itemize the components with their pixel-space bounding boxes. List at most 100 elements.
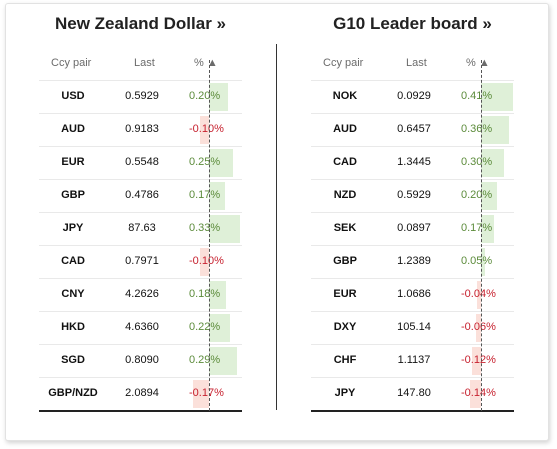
table-row[interactable]: HKD 4.6360 0.22%	[39, 311, 242, 344]
pct-change-cell: 0.41%	[461, 90, 493, 102]
zero-line	[481, 60, 482, 411]
table-row[interactable]: GBP/NZD 2.0894 -0.17%	[39, 377, 242, 410]
pct-change-cell: 0.20%	[189, 90, 221, 102]
header-pct-change[interactable]: % ▲	[466, 57, 490, 69]
table-row[interactable]: AUD 0.6457 0.36%	[311, 113, 514, 146]
last-price-cell: 2.0894	[125, 387, 159, 399]
zero-line	[209, 60, 210, 411]
negative-change-bar	[192, 380, 209, 408]
nzd-panel-title[interactable]: New Zealand Dollar »	[55, 14, 226, 33]
table-row[interactable]: SEK 0.0897 0.17%	[311, 212, 514, 245]
panel-divider	[276, 44, 277, 410]
table-row[interactable]: NOK 0.0929 0.41%	[311, 80, 514, 113]
ccy-pair-cell: DXY	[333, 321, 357, 333]
ccy-pair-cell: NOK	[332, 90, 358, 102]
negative-change-bar	[199, 248, 209, 276]
last-price-cell: 0.7971	[125, 255, 159, 267]
pct-change-cell: 0.17%	[189, 189, 221, 201]
table-row[interactable]: JPY 147.80 -0.14%	[311, 377, 514, 410]
pct-change-cell: 0.25%	[189, 156, 221, 168]
ccy-pair-cell: CAD	[333, 156, 357, 168]
table-row[interactable]: CNY 4.2626 0.18%	[39, 278, 242, 311]
table-bottom-border	[39, 410, 242, 412]
table-row[interactable]: GBP 1.2389 0.05%	[311, 245, 514, 278]
table-header: Ccy pair Last % ▲	[311, 55, 514, 75]
pct-change-cell: 0.29%	[189, 354, 221, 366]
last-price-cell: 4.6360	[125, 321, 159, 333]
pct-change-cell: 0.22%	[189, 321, 221, 333]
g10-rows: NOK 0.0929 0.41% AUD 0.6457 0.36% CAD 1.3445 0.3…	[311, 80, 514, 410]
ccy-pair-cell: EUR	[333, 288, 357, 300]
ccy-pair-cell: CHF	[333, 354, 357, 366]
table-row[interactable]: CAD 1.3445 0.30%	[311, 146, 514, 179]
last-price-cell: 1.3445	[397, 156, 431, 168]
ccy-pair-cell: GBP	[61, 189, 85, 201]
table-row[interactable]: SGD 0.8090 0.29%	[39, 344, 242, 377]
last-price-cell: 4.2626	[125, 288, 159, 300]
positive-change-bar	[481, 248, 485, 276]
last-price-cell: 0.0929	[397, 90, 431, 102]
pct-change-cell: -0.10%	[189, 255, 224, 267]
header-last[interactable]: Last	[406, 57, 427, 69]
table-row[interactable]: USD 0.5929 0.20%	[39, 80, 242, 113]
header-last[interactable]: Last	[134, 57, 155, 69]
header-pct-change[interactable]: % ▲	[194, 57, 218, 69]
last-price-cell: 0.6457	[397, 123, 431, 135]
ccy-pair-cell: GBP	[333, 255, 357, 267]
header-ccy-pair[interactable]: Ccy pair	[323, 57, 364, 69]
pct-change-cell: -0.14%	[461, 387, 496, 399]
pct-change-cell: 0.17%	[461, 222, 493, 234]
ccy-pair-cell: NZD	[333, 189, 357, 201]
pct-change-cell: -0.10%	[189, 123, 224, 135]
ccy-pair-cell: HKD	[61, 321, 85, 333]
ccy-pair-cell: GBP/NZD	[48, 387, 98, 399]
positive-change-bar	[209, 347, 237, 375]
table-row[interactable]: DXY 105.14 -0.06%	[311, 311, 514, 344]
ccy-pair-cell: SEK	[333, 222, 357, 234]
table-row[interactable]: CHF 1.1137 -0.12%	[311, 344, 514, 377]
positive-change-bar	[481, 116, 510, 144]
header-ccy-pair[interactable]: Ccy pair	[51, 57, 92, 69]
table-header: Ccy pair Last % ▲	[39, 55, 242, 75]
pct-change-cell: 0.20%	[461, 189, 493, 201]
positive-change-bar	[209, 215, 241, 243]
ccy-pair-cell: EUR	[61, 156, 85, 168]
pct-change-cell: -0.12%	[461, 354, 496, 366]
table-row[interactable]: GBP 0.4786 0.17%	[39, 179, 242, 212]
pct-change-cell: -0.04%	[461, 288, 496, 300]
last-price-cell: 0.0897	[397, 222, 431, 234]
table-row[interactable]: CAD 0.7971 -0.10%	[39, 245, 242, 278]
positive-change-bar	[481, 149, 505, 177]
negative-change-bar	[476, 314, 481, 342]
nzd-rows: USD 0.5929 0.20% AUD 0.9183 -0.10% EUR 0.5548 0.…	[39, 80, 242, 410]
last-price-cell: 0.5929	[125, 90, 159, 102]
last-price-cell: 1.0686	[397, 288, 431, 300]
last-price-cell: 0.9183	[125, 123, 159, 135]
positive-change-bar	[481, 182, 497, 210]
table-row[interactable]: AUD 0.9183 -0.10%	[39, 113, 242, 146]
positive-change-bar	[481, 215, 495, 243]
table-row[interactable]: NZD 0.5929 0.20%	[311, 179, 514, 212]
positive-change-bar	[209, 149, 233, 177]
table-bottom-border	[311, 410, 514, 412]
last-price-cell: 0.5548	[125, 156, 159, 168]
ccy-pair-cell: JPY	[62, 222, 84, 234]
table-row[interactable]: JPY 87.63 0.33%	[39, 212, 242, 245]
last-price-cell: 1.2389	[397, 255, 431, 267]
pct-change-cell: -0.06%	[461, 321, 496, 333]
table-row[interactable]: EUR 1.0686 -0.04%	[311, 278, 514, 311]
last-price-cell: 0.5929	[397, 189, 431, 201]
g10-panel-title[interactable]: G10 Leader board »	[333, 14, 492, 33]
ccy-pair-cell: USD	[61, 90, 85, 102]
pct-change-cell: 0.36%	[461, 123, 493, 135]
pct-change-cell: 0.33%	[189, 222, 221, 234]
positive-change-bar	[209, 314, 230, 342]
negative-change-bar	[471, 347, 481, 375]
ccy-pair-cell: SGD	[61, 354, 85, 366]
last-price-cell: 105.14	[397, 321, 431, 333]
currency-widget: New Zealand Dollar » Ccy pair Last % ▲ U…	[5, 3, 549, 441]
negative-change-bar	[477, 281, 481, 309]
negative-change-bar	[470, 380, 481, 408]
pct-change-cell: 0.30%	[461, 156, 493, 168]
table-row[interactable]: EUR 0.5548 0.25%	[39, 146, 242, 179]
